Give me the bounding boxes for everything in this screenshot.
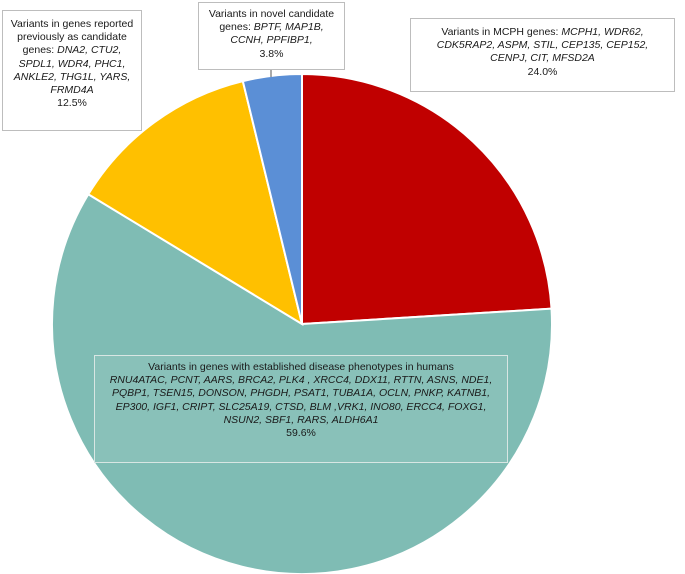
slice-label-candidate-prefix: Variants in genes reported previously as… [10,18,134,57]
slice-label-candidate: Variants in genes reported previously as… [2,10,142,131]
slice-label-candidate-genes: DNA2, CTU2, SPDL1, WDR4, PHC1, ANKLE2, T… [13,44,131,97]
slice-label-novel-value: 3.8% [259,47,284,60]
pie-slice-novel [241,72,303,325]
slice-label-novel-genes: BPTF, MAP1B, CCNH, PPFIBP1, [230,21,324,47]
slice-label-established-value: 59.6% [286,427,316,440]
slice-label-established: Variants in genes with established disea… [94,355,508,463]
slice-label-established-genes: RNU4ATAC, PCNT, AARS, BRCA2, PLK4 , XRCC… [109,374,493,426]
pie-slice-candidate [86,79,304,327]
slice-label-established-prefix: Variants in genes with established disea… [148,361,454,373]
slice-label-mcph-value: 24.0% [527,65,558,78]
slice-label-novel-prefix: Variants in novel candidate genes: [208,8,335,34]
slice-label-mcph-prefix: Variants in MCPH genes: [441,26,562,38]
slice-label-mcph-genes: MCPH1, WDR62, CDK5RAP2, ASPM, STIL, CEP1… [436,26,649,65]
slice-label-mcph: Variants in MCPH genes: MCPH1, WDR62, CD… [410,18,675,92]
slice-label-novel: Variants in novel candidate genes: BPTF,… [198,2,345,70]
pie-slice-established [51,192,553,574]
slice-label-candidate-value: 12.5% [57,97,87,110]
pie-slice-mcph [301,72,553,326]
